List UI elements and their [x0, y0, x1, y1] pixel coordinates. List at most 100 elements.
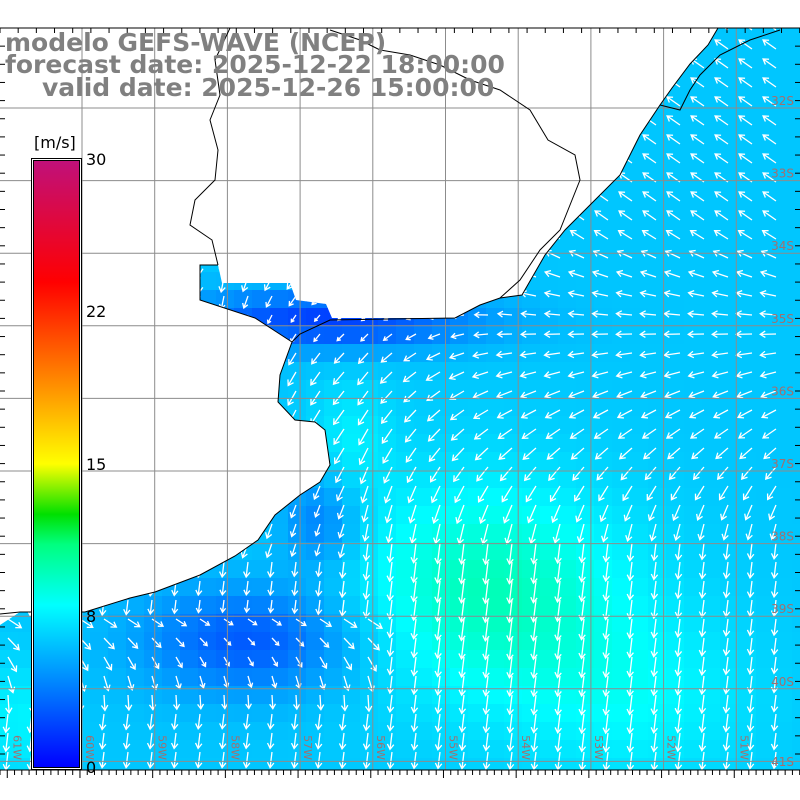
wind-speed-cell — [486, 632, 505, 651]
wind-arrow-icon — [430, 485, 441, 504]
wind-arrow-icon — [407, 485, 417, 504]
wind-speed-cell — [432, 578, 451, 597]
wind-speed-cell — [378, 398, 397, 417]
wind-arrow-icon — [714, 153, 729, 164]
wind-arrow-icon — [193, 466, 201, 484]
wind-arrow-icon — [530, 618, 538, 642]
wind-arrow-icon — [496, 330, 513, 338]
wind-speed-cell — [270, 542, 289, 561]
wind-speed-cell — [630, 506, 649, 525]
wind-speed-cell — [360, 632, 379, 651]
wind-arrow-icon — [319, 618, 333, 627]
wind-arrow-icon — [7, 314, 22, 326]
wind-speed-cell — [576, 326, 595, 345]
wind-speed-cell — [126, 344, 145, 363]
wind-arrow-icon — [100, 428, 108, 446]
wind-speed-cell — [198, 668, 217, 687]
wind-arrow-icon — [711, 371, 729, 379]
wind-arrow-icon — [519, 350, 537, 359]
wind-arrow-icon — [95, 542, 105, 559]
wind-arrow-icon — [664, 409, 681, 419]
wind-speed-cell — [396, 146, 415, 165]
wind-speed-cell — [702, 470, 721, 489]
wind-arrow-icon — [522, 28, 537, 31]
wind-speed-cell — [576, 236, 595, 255]
wind-speed-cell — [198, 722, 217, 741]
wind-speed-cell — [702, 686, 721, 705]
wind-speed-cell — [144, 182, 163, 201]
latitude-label: 41S — [771, 755, 794, 769]
wind-speed-cell — [558, 128, 577, 147]
wind-arrow-icon — [7, 352, 19, 367]
wind-speed-cell — [234, 488, 253, 507]
wind-speed-cell — [720, 704, 739, 723]
wind-speed-cell — [18, 632, 37, 651]
wind-speed-cell — [684, 326, 703, 345]
wind-speed-cell — [396, 326, 415, 345]
wind-speed-cell — [288, 614, 307, 633]
wind-speed-cell — [522, 542, 541, 561]
wind-arrow-icon — [410, 732, 419, 751]
wind-speed-cell — [468, 758, 487, 770]
wind-speed-cell — [216, 578, 235, 597]
wind-speed-cell — [288, 218, 307, 237]
wind-speed-cell — [594, 38, 613, 57]
wind-speed-cell — [576, 722, 595, 741]
wind-arrow-icon — [639, 350, 657, 359]
wind-speed-cell — [0, 452, 19, 471]
wind-speed-cell — [432, 668, 451, 687]
wind-arrow-icon — [567, 330, 585, 339]
wind-arrow-icon — [122, 732, 131, 750]
wind-speed-cell — [378, 344, 397, 363]
wind-speed-cell — [126, 182, 145, 201]
wind-speed-cell — [396, 110, 415, 129]
wind-speed-cell — [630, 560, 649, 579]
wind-arrow-icon — [264, 485, 273, 502]
wind-arrow-icon — [521, 229, 537, 240]
wind-arrow-icon — [267, 713, 275, 730]
wind-speed-cell — [126, 488, 145, 507]
wind-speed-cell — [162, 200, 181, 219]
wind-speed-cell — [162, 452, 181, 471]
wind-speed-cell — [288, 704, 307, 723]
wind-arrow-icon — [762, 134, 777, 145]
wind-arrow-icon — [591, 269, 609, 278]
wind-arrow-icon — [375, 219, 393, 227]
wind-speed-cell — [648, 506, 667, 525]
wind-speed-cell — [378, 146, 397, 165]
wind-speed-cell — [612, 434, 631, 453]
wind-arrow-icon — [291, 771, 297, 787]
wind-arrow-icon — [746, 713, 755, 733]
wind-speed-cell — [576, 542, 595, 561]
wind-arrow-icon — [770, 580, 779, 599]
wind-speed-cell — [540, 578, 559, 597]
wind-arrow-icon — [745, 523, 753, 541]
wind-speed-cell — [756, 614, 775, 633]
wind-speed-cell — [162, 506, 181, 525]
wind-speed-cell — [252, 668, 271, 687]
wind-speed-cell — [378, 164, 397, 183]
wind-speed-cell — [432, 416, 451, 435]
wind-speed-cell — [396, 524, 415, 543]
wind-arrow-icon — [715, 447, 729, 460]
wind-arrow-icon — [618, 134, 633, 145]
wind-arrow-icon — [245, 694, 252, 710]
wind-arrow-icon — [667, 447, 681, 460]
wind-speed-cell — [684, 452, 703, 471]
wind-speed-cell — [198, 704, 217, 723]
wind-arrow-icon — [567, 310, 585, 318]
wind-arrow-icon — [382, 333, 393, 341]
wind-speed-cell — [342, 164, 361, 183]
wind-speed-cell — [252, 542, 271, 561]
wind-speed-cell — [234, 164, 253, 183]
wind-speed-cell — [126, 272, 145, 291]
wind-arrow-icon — [240, 523, 249, 540]
wind-speed-cell — [216, 416, 235, 435]
wind-arrow-icon — [689, 229, 705, 240]
wind-speed-cell — [720, 38, 739, 57]
wind-speed-cell — [738, 560, 757, 579]
wind-arrow-icon — [123, 599, 131, 616]
wind-arrow-icon — [399, 198, 417, 206]
wind-speed-cell — [720, 722, 739, 741]
wind-speed-cell — [360, 434, 379, 453]
